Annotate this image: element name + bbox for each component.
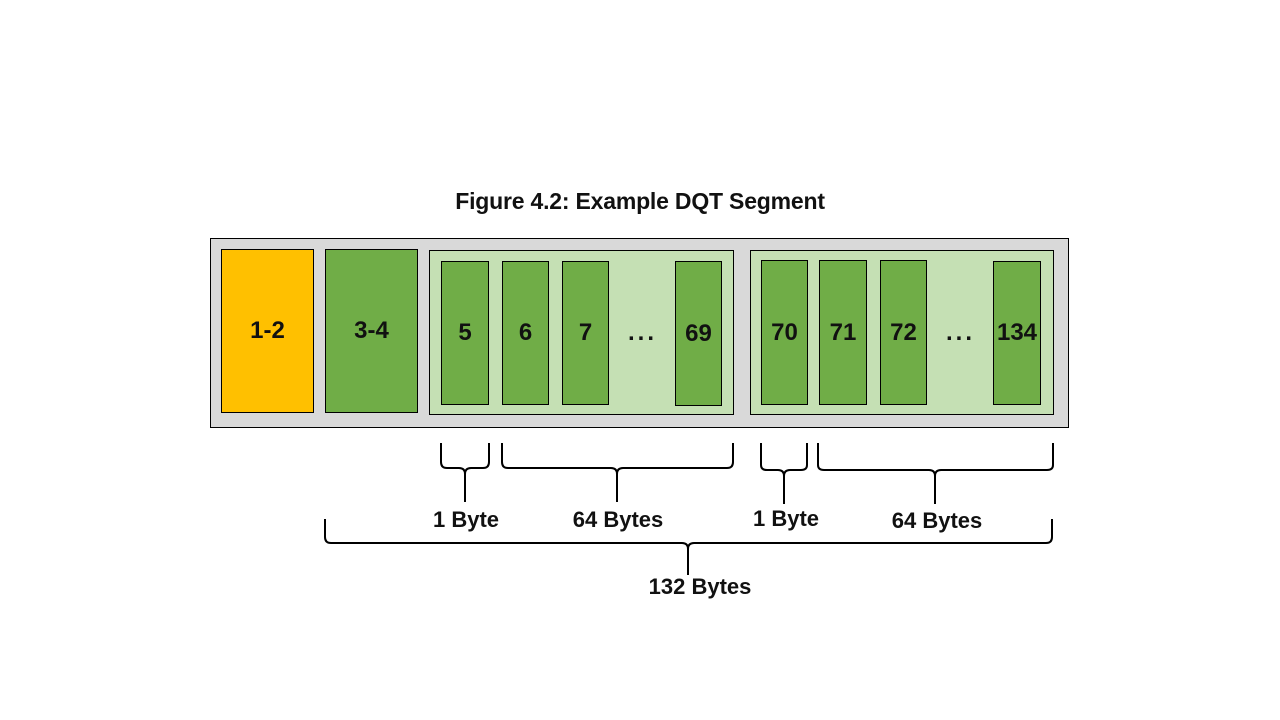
table-1-values-size-label: 64 Bytes [573, 507, 664, 533]
brace-table-2-values [818, 443, 1053, 504]
table-2-values-size-label: 64 Bytes [892, 508, 983, 534]
table-1-info-size-label: 1 Byte [433, 507, 499, 533]
brace-table-1-values [502, 443, 733, 502]
table-2-info-size-label: 1 Byte [753, 506, 819, 532]
brace-table-2-info [761, 443, 807, 504]
brace-table-1-info [441, 443, 489, 502]
total-size-label: 132 Bytes [649, 574, 752, 600]
